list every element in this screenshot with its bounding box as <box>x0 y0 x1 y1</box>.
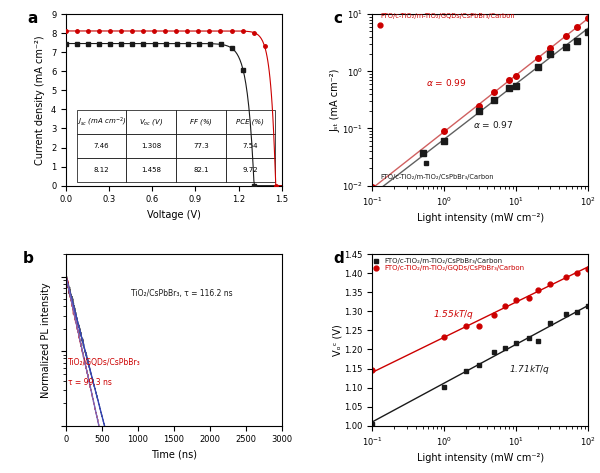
Y-axis label: Current density (mA cm⁻²): Current density (mA cm⁻²) <box>35 35 46 165</box>
Text: c: c <box>334 11 343 26</box>
X-axis label: Time (ns): Time (ns) <box>151 450 197 460</box>
Text: b: b <box>23 251 34 266</box>
Text: 1.55$kT/q$: 1.55$kT/q$ <box>433 308 474 321</box>
Y-axis label: Jₛₜ (mA cm⁻²): Jₛₜ (mA cm⁻²) <box>331 68 340 131</box>
Text: τ = 99.3 ns: τ = 99.3 ns <box>68 378 112 387</box>
Y-axis label: Normalized PL intensity: Normalized PL intensity <box>41 282 51 398</box>
X-axis label: Light intensity (mW cm⁻²): Light intensity (mW cm⁻²) <box>416 213 544 223</box>
Text: TiO₂/GQDs/CsPbBr₃: TiO₂/GQDs/CsPbBr₃ <box>68 358 141 367</box>
Text: TiO₂/CsPbBr₃, τ = 116.2 ns: TiO₂/CsPbBr₃, τ = 116.2 ns <box>131 289 232 298</box>
Text: a: a <box>27 11 38 26</box>
X-axis label: Voltage (V): Voltage (V) <box>147 210 201 220</box>
X-axis label: Light intensity (mW cm⁻²): Light intensity (mW cm⁻²) <box>416 454 544 464</box>
Y-axis label: Vₒᶜ (V): Vₒᶜ (V) <box>332 324 343 356</box>
Text: FTO/c-TiO₂/m-TiO₂/CsPbBr₃/Carbon: FTO/c-TiO₂/m-TiO₂/CsPbBr₃/Carbon <box>380 174 494 180</box>
Text: $\alpha$ = 0.99: $\alpha$ = 0.99 <box>425 77 466 88</box>
Text: FTO/c-TiO₂/m-TiO₂/CsPbBr₃/Carbon: FTO/c-TiO₂/m-TiO₂/CsPbBr₃/Carbon <box>384 258 502 264</box>
Text: FTO/c-TiO₂/m-TiO₂/GQDs/CsPbBr₃/Carbon: FTO/c-TiO₂/m-TiO₂/GQDs/CsPbBr₃/Carbon <box>384 264 524 271</box>
Text: 1.71$kT/q$: 1.71$kT/q$ <box>509 363 550 377</box>
Text: $\alpha$ = 0.97: $\alpha$ = 0.97 <box>473 120 514 131</box>
Text: FTO/c-TiO₂/m-TiO₂/GQDs/CsPbBr₃/Carbon: FTO/c-TiO₂/m-TiO₂/GQDs/CsPbBr₃/Carbon <box>380 13 515 19</box>
Text: d: d <box>334 251 344 266</box>
